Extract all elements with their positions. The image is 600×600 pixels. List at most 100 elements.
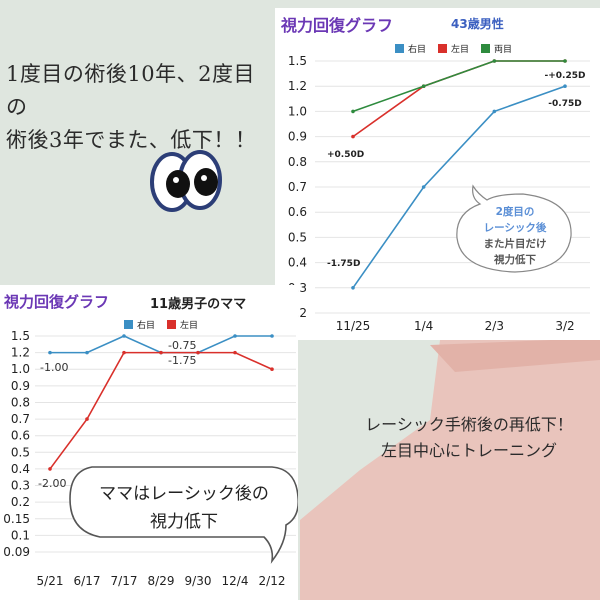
data-point [85, 417, 89, 421]
y-tick-label: 1.2 [288, 79, 307, 93]
caption-line-2: 左目中心にトレーニング [380, 441, 557, 460]
y-tick-label: 0.09 [3, 545, 30, 559]
y-tick-label: 0.5 [11, 445, 30, 459]
data-point [196, 350, 200, 355]
y-tick-label: 0.6 [11, 429, 30, 443]
bubble-text: 2度目の [496, 205, 535, 218]
diopter-label: +0.50D [327, 150, 364, 160]
speech-bubble [69, 466, 298, 564]
data-point [270, 367, 274, 372]
y-tick-label: 1.0 [288, 104, 307, 118]
diopter-label: -2.00 [38, 477, 66, 490]
x-tick-label: 2/12 [259, 574, 286, 588]
y-tick-label: 0.5 [288, 230, 307, 244]
y-tick-label: 0.4 [11, 462, 30, 476]
headline-line-2: 術後3年でまた、低下！！ [6, 128, 257, 152]
data-point [351, 109, 355, 114]
background-pink-shape [300, 330, 600, 600]
y-tick-label: 0.8 [288, 155, 307, 169]
data-point [492, 59, 497, 63]
chart-svg: 1.5 1.2 1.0 0.9 0.8 0.7 0.6 0.5 0.4 0.3 0.2 0.15 0.1… [3, 319, 298, 588]
x-tick-label: 11/25 [336, 319, 371, 333]
background-pink-streak [430, 338, 600, 372]
data-point [270, 334, 274, 338]
legend-swatch [167, 320, 176, 329]
data-point [122, 350, 126, 355]
series-line-左目 [49, 351, 273, 470]
legend-label: 左目 [180, 319, 198, 331]
caption-text: レーシック手術後の再低下！ 左目中心にトレーニング [338, 412, 600, 464]
diopter-label: -+0.25D [545, 71, 586, 81]
data-point [48, 350, 52, 355]
speech-bubble [456, 184, 572, 273]
data-point [421, 185, 426, 189]
y-tick-label: 1.0 [11, 362, 30, 376]
diopter-label: -0.75D [548, 99, 581, 109]
diopter-label: -1.75 [168, 354, 196, 367]
legend-label: 右目 [408, 43, 426, 55]
y-tick-label: 0.7 [288, 180, 307, 194]
y-tick-label: 0.2 [11, 495, 30, 509]
chart-svg: 1.51.21.00.90.80.70.60.50.40.30.211/251/… [288, 43, 590, 333]
data-point [351, 286, 355, 290]
y-tick-label: 0.9 [11, 379, 30, 393]
x-tick-label: 3/2 [555, 319, 574, 333]
data-point [233, 350, 237, 355]
data-point [233, 334, 237, 338]
diopter-label: -1.00 [40, 361, 68, 374]
y-tick-label: 0.6 [288, 205, 307, 219]
legend-swatch [481, 44, 490, 53]
chart-title: 視力回復グラフ [281, 16, 394, 35]
x-tick-label: 12/4 [222, 574, 249, 588]
bubble-text: 視力低下 [150, 512, 218, 532]
data-point [159, 350, 163, 355]
x-tick-label: 7/17 [111, 574, 138, 588]
legend-label: 両目 [494, 44, 512, 55]
y-tick-label: 1.5 [288, 54, 307, 68]
y-tick-label: 0.4 [288, 256, 307, 270]
y-tick-label: 0.8 [11, 395, 30, 409]
legend-swatch [438, 44, 447, 53]
data-point [563, 59, 567, 63]
data-point [48, 467, 52, 471]
chart-subtitle: 11歳男子のママ [150, 297, 247, 312]
legend-label: 左目 [451, 43, 469, 55]
series-line-右目 [50, 335, 272, 354]
caption-line-1: レーシック手術後の再低下！ [365, 415, 573, 434]
x-tick-label: 6/17 [74, 574, 101, 588]
data-point [85, 350, 89, 355]
bubble-text: 視力低下 [493, 253, 536, 266]
y-tick-label: 0.15 [3, 512, 30, 526]
x-tick-label: 5/21 [37, 574, 64, 588]
x-tick-label: 2/3 [485, 319, 504, 333]
diopter-label: -1.75D [327, 259, 360, 269]
chart-title: 視力回復グラフ [4, 293, 110, 311]
x-tick-label: 1/4 [414, 319, 433, 333]
data-point [351, 134, 355, 139]
eyes-icon [150, 150, 222, 212]
data-point [421, 84, 426, 88]
headline-line-1: 1度目の術後10年、2度目の [6, 62, 255, 119]
data-point [563, 84, 567, 88]
bubble-text: レーシック後 [484, 221, 547, 234]
legend-swatch [395, 44, 404, 53]
y-tick-label: 1.2 [11, 346, 30, 360]
diopter-label: -0.75 [168, 339, 196, 352]
y-tick-label: 0.9 [288, 130, 307, 144]
chart-subtitle: 43歳男性 [451, 17, 504, 31]
bubble-text: また片目だけ [484, 237, 547, 250]
bubble-text: ママはレーシック後の [99, 484, 269, 504]
series-line-両目 [352, 60, 565, 113]
series-line-左目 [352, 60, 565, 138]
y-tick-label: 0.1 [11, 528, 30, 542]
y-tick-label: 1.5 [11, 329, 30, 343]
data-point [492, 109, 497, 114]
series-line-右目 [352, 85, 566, 289]
chart-panel-11-boy-mama: 視力回復グラフ 11歳男子のママ 1.5 1.2 1.0 0.9 0.8 0.7 0.6 0.… [0, 285, 298, 600]
x-tick-label: 9/30 [185, 574, 212, 588]
chart-panel-43-male: 視力回復グラフ 43歳男性 1.5 1.2 1.0 0.9 0.8 0.7 0.6 0.5 0.… [275, 8, 600, 340]
y-tick-label: 0.7 [11, 412, 30, 426]
y-tick-label: 0.3 [11, 479, 30, 493]
legend-label: 右目 [137, 319, 155, 331]
